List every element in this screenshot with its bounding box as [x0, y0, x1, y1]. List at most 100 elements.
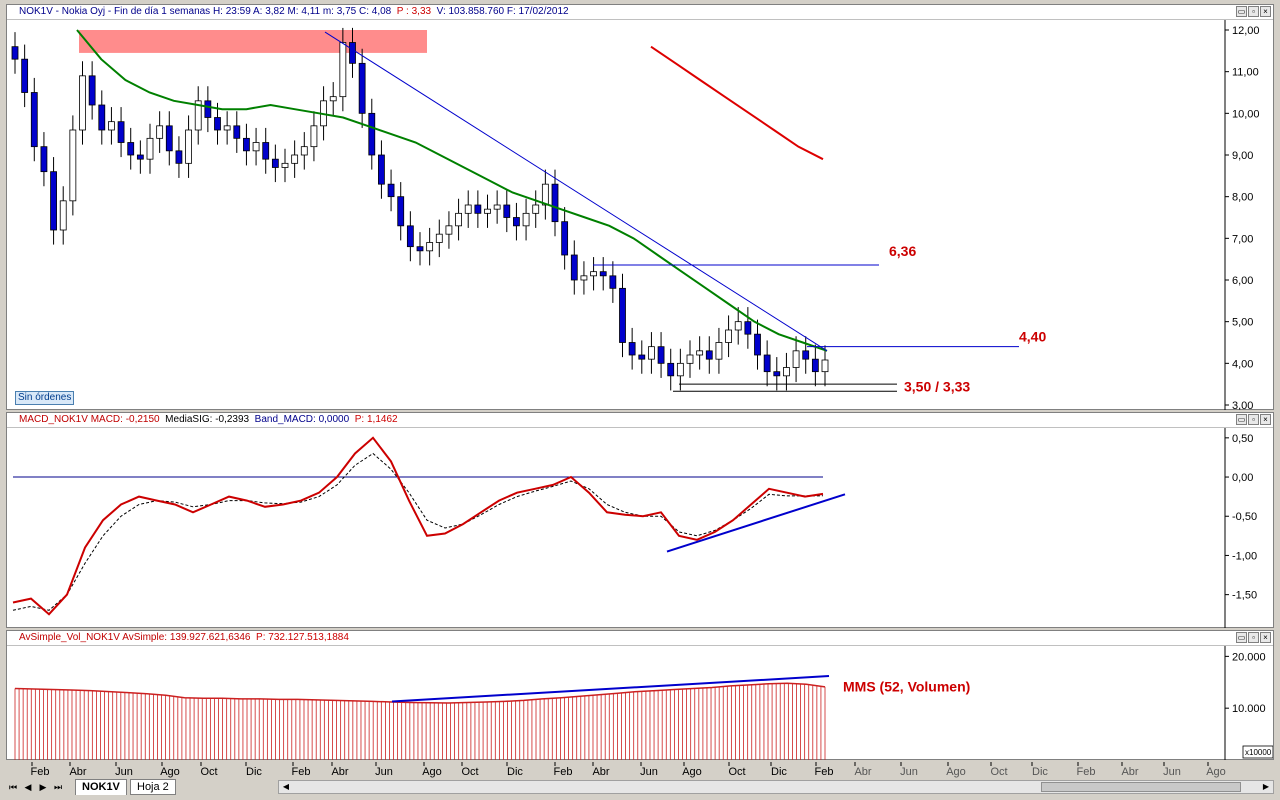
- x-tick-label: Jun: [900, 766, 918, 778]
- candle-body: [50, 171, 57, 231]
- candle-body: [108, 121, 115, 131]
- restore-button[interactable]: ▫: [1248, 632, 1259, 643]
- minimize-button[interactable]: ▭: [1236, 414, 1247, 425]
- price-panel-titlebar: NOK1V - Nokia Oyj - Fin de día 1 semanas…: [7, 5, 1273, 20]
- candle-body: [30, 92, 38, 148]
- candle-body: [522, 212, 530, 227]
- macd-panel[interactable]: MACD_NOK1V MACD: -0,2150 MediaSIG: -0,23…: [6, 412, 1274, 628]
- tab-nok1v[interactable]: NOK1V: [75, 779, 127, 795]
- horizontal-scrollbar[interactable]: ◀ ▶: [278, 780, 1274, 794]
- macd-trend-line: [666, 493, 846, 553]
- x-tick-label: Ago: [160, 766, 180, 778]
- price-tick-label: 11,00: [1232, 67, 1259, 79]
- scroll-thumb[interactable]: [1041, 782, 1241, 792]
- tab-hoja-2[interactable]: Hoja 2: [130, 779, 176, 795]
- candle-body: [281, 162, 289, 168]
- candle-body: [194, 100, 202, 131]
- downtrend-line: [324, 31, 828, 352]
- candle-body: [609, 275, 617, 289]
- volume-unit-box: [1242, 745, 1273, 759]
- orders-button[interactable]: Sin órdenes: [15, 391, 75, 405]
- x-tick-label: Feb: [815, 766, 834, 778]
- volume-panel[interactable]: AvSimple_Vol_NOK1V AvSimple: 139.927.621…: [6, 630, 1274, 760]
- moving-average-green: [76, 29, 828, 352]
- price-panel-title: NOK1V - Nokia Oyj - Fin de día 1 semanas…: [19, 6, 569, 17]
- candle-body: [117, 121, 125, 143]
- x-tick-label: Feb: [554, 766, 573, 778]
- restore-button[interactable]: ▫: [1248, 414, 1259, 425]
- macd-p: P: 1,1462: [354, 414, 398, 425]
- candle-body: [21, 58, 29, 93]
- candle-body: [271, 158, 279, 168]
- close-button[interactable]: ×: [1260, 414, 1271, 425]
- macd-value: MACD: -0,2150: [90, 414, 160, 425]
- macd-panel-titlebar: MACD_NOK1V MACD: -0,2150 MediaSIG: -0,23…: [7, 413, 1273, 428]
- candle-body: [252, 142, 260, 152]
- volume-panel-titlebar: AvSimple_Vol_NOK1V AvSimple: 139.927.621…: [7, 631, 1273, 646]
- close-button[interactable]: ×: [1260, 632, 1271, 643]
- scroll-left-icon[interactable]: ◀: [282, 782, 290, 791]
- candle-body: [368, 112, 376, 156]
- candle-body: [484, 208, 491, 214]
- price-tick-label: 7,00: [1232, 233, 1253, 245]
- candle-body: [165, 125, 173, 152]
- macd-tick-label: -1,50: [1232, 590, 1257, 602]
- x-tick-label: Dic: [1032, 766, 1048, 778]
- x-tick-label: Ago: [1206, 766, 1226, 778]
- candle-body: [705, 350, 713, 360]
- candle-body: [406, 225, 414, 248]
- candle-body: [580, 275, 588, 281]
- candle-body: [821, 359, 829, 373]
- x-tick-label: Oct: [200, 766, 217, 778]
- candle-body: [734, 321, 742, 331]
- x-tick-label: Oct: [990, 766, 1007, 778]
- candle-body: [79, 75, 86, 131]
- price-tick-label: 4,00: [1232, 358, 1253, 370]
- candle-body: [657, 346, 665, 364]
- candle-body: [754, 333, 761, 356]
- volume-chart[interactable]: 20.000 10.000 x10000 MMS (52, Volumen): [7, 646, 1273, 760]
- candle-body: [590, 271, 597, 277]
- close-button[interactable]: ×: [1260, 6, 1271, 17]
- volume-p: P: 732.127.513,1884: [256, 632, 349, 643]
- candle-body: [464, 204, 472, 214]
- candle-body: [725, 329, 732, 343]
- candle-body: [214, 117, 221, 131]
- price-tick-label: 10,00: [1232, 108, 1260, 120]
- x-tick-label: Abr: [1121, 766, 1138, 778]
- minimize-button[interactable]: ▭: [1236, 6, 1247, 17]
- candle-body: [696, 350, 704, 356]
- macd-line: [12, 436, 824, 616]
- minimize-button[interactable]: ▭: [1236, 632, 1247, 643]
- x-tick-label: Ago: [682, 766, 702, 778]
- x-tick-label: Jun: [115, 766, 133, 778]
- candle-body: [551, 183, 559, 223]
- first-sheet-button[interactable]: ⏮: [8, 782, 18, 792]
- candle-body: [387, 183, 395, 198]
- volume-panel-title: AvSimple_Vol_NOK1V AvSimple: 139.927.621…: [19, 632, 349, 643]
- candle-body: [397, 196, 405, 227]
- next-sheet-button[interactable]: ▶: [39, 782, 47, 792]
- x-tick-label: Feb: [292, 766, 311, 778]
- x-tick-label: Jun: [1163, 766, 1181, 778]
- candle-body: [136, 154, 144, 160]
- price-panel[interactable]: NOK1V - Nokia Oyj - Fin de día 1 semanas…: [6, 4, 1274, 410]
- price-chart[interactable]: 12,00 11,00 10,00 9,00 8,00 7,00 6,00 5,00 4,00 3…: [7, 20, 1273, 410]
- x-tick-label: Dic: [246, 766, 262, 778]
- candle-body: [802, 350, 810, 360]
- candle-body: [11, 46, 19, 60]
- candle-body: [445, 225, 453, 235]
- level-label-440: 4,40: [1019, 329, 1046, 345]
- candle-body: [416, 246, 424, 252]
- restore-button[interactable]: ▫: [1248, 6, 1259, 17]
- volume-tick-label: 10.000: [1232, 703, 1266, 715]
- x-tick-label: Abr: [854, 766, 871, 778]
- macd-chart[interactable]: 0,50 0,00 -0,50 -1,00 -1,50: [7, 428, 1273, 628]
- candle-body: [339, 42, 347, 98]
- scroll-right-icon[interactable]: ▶: [1262, 782, 1270, 791]
- prev-sheet-button[interactable]: ◀: [24, 782, 32, 792]
- last-sheet-button[interactable]: ⏭: [53, 782, 63, 792]
- x-tick-label: Ago: [422, 766, 442, 778]
- macd-tick-label: 0,00: [1232, 472, 1253, 484]
- candle-body: [329, 96, 337, 102]
